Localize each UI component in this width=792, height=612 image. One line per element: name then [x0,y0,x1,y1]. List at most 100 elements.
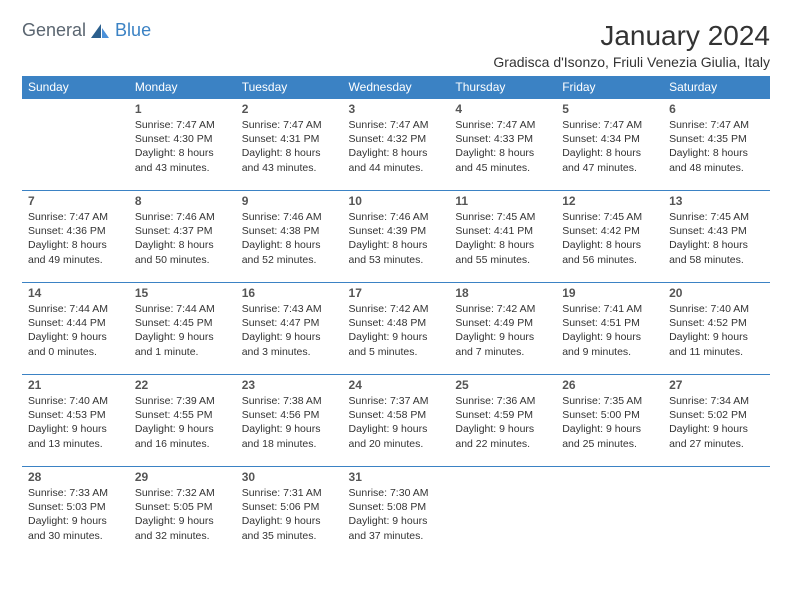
daylight-line: Daylight: 9 hours and 27 minutes. [669,422,764,450]
daylight-line: Daylight: 9 hours and 18 minutes. [242,422,337,450]
daylight-line: Daylight: 9 hours and 3 minutes. [242,330,337,358]
daylight-line: Daylight: 8 hours and 55 minutes. [455,238,550,266]
sunrise-line: Sunrise: 7:47 AM [455,118,550,132]
sunset-line: Sunset: 4:37 PM [135,224,230,238]
empty-cell [556,467,663,559]
cell-content: Sunrise: 7:47 AMSunset: 4:32 PMDaylight:… [349,118,444,175]
calendar-cell: 21 Sunrise: 7:40 AMSunset: 4:53 PMDayligh… [22,375,129,467]
sunrise-line: Sunrise: 7:35 AM [562,394,657,408]
calendar-week: 1Sunrise: 7:47 AMSunset: 4:30 PMDaylight… [22,99,770,191]
date-number: 9 [242,194,337,208]
title-block: January 2024 Gradisca d'Isonzo, Friuli V… [493,20,770,70]
day-header: Monday [129,76,236,99]
cell-content: Sunrise: 7:47 AMSunset: 4:31 PMDaylight:… [242,118,337,175]
location-text: Gradisca d'Isonzo, Friuli Venezia Giulia… [493,54,770,70]
cell-content: Sunrise: 7:40 AMSunset: 4:53 PMDaylight:… [28,394,123,451]
calendar-cell: 13 Sunrise: 7:45 AMSunset: 4:43 PMDayligh… [663,191,770,283]
date-number: 19 [562,286,657,300]
date-number: 11 [455,194,550,208]
cell-content: Sunrise: 7:47 AMSunset: 4:33 PMDaylight:… [455,118,550,175]
day-header: Tuesday [236,76,343,99]
sunrise-line: Sunrise: 7:46 AM [135,210,230,224]
daylight-line: Daylight: 9 hours and 13 minutes. [28,422,123,450]
sunrise-line: Sunrise: 7:46 AM [242,210,337,224]
sunset-line: Sunset: 4:48 PM [349,316,444,330]
cell-content: Sunrise: 7:45 AMSunset: 4:43 PMDaylight:… [669,210,764,267]
sunset-line: Sunset: 4:59 PM [455,408,550,422]
calendar-cell: 8Sunrise: 7:46 AMSunset: 4:37 PMDaylight… [129,191,236,283]
sunset-line: Sunset: 5:06 PM [242,500,337,514]
cell-content: Sunrise: 7:47 AMSunset: 4:34 PMDaylight:… [562,118,657,175]
calendar-cell: 15Sunrise: 7:44 AMSunset: 4:45 PMDayligh… [129,283,236,375]
sunset-line: Sunset: 4:42 PM [562,224,657,238]
month-title: January 2024 [493,20,770,52]
sunset-line: Sunset: 4:30 PM [135,132,230,146]
calendar-cell: 30Sunrise: 7:31 AMSunset: 5:06 PMDayligh… [236,467,343,559]
calendar-cell: 12Sunrise: 7:45 AMSunset: 4:42 PMDayligh… [556,191,663,283]
day-header: Friday [556,76,663,99]
sunrise-line: Sunrise: 7:38 AM [242,394,337,408]
calendar-cell: 7Sunrise: 7:47 AMSunset: 4:36 PMDaylight… [22,191,129,283]
cell-content: Sunrise: 7:46 AMSunset: 4:39 PMDaylight:… [349,210,444,267]
sunset-line: Sunset: 4:36 PM [28,224,123,238]
sunset-line: Sunset: 5:02 PM [669,408,764,422]
sunset-line: Sunset: 4:56 PM [242,408,337,422]
date-number: 10 [349,194,444,208]
daylight-line: Daylight: 8 hours and 47 minutes. [562,146,657,174]
daylight-line: Daylight: 9 hours and 32 minutes. [135,514,230,542]
daylight-line: Daylight: 9 hours and 9 minutes. [562,330,657,358]
date-number: 4 [455,102,550,116]
date-number: 28 [28,470,123,484]
daylight-line: Daylight: 8 hours and 50 minutes. [135,238,230,266]
sunrise-line: Sunrise: 7:40 AM [28,394,123,408]
calendar-cell: 23Sunrise: 7:38 AMSunset: 4:56 PMDayligh… [236,375,343,467]
sunset-line: Sunset: 4:47 PM [242,316,337,330]
sunrise-line: Sunrise: 7:31 AM [242,486,337,500]
sunset-line: Sunset: 4:31 PM [242,132,337,146]
sunset-line: Sunset: 4:33 PM [455,132,550,146]
daylight-line: Daylight: 9 hours and 11 minutes. [669,330,764,358]
date-number: 1 [135,102,230,116]
date-number: 13 [669,194,764,208]
day-header: Thursday [449,76,556,99]
calendar-cell: 17Sunrise: 7:42 AMSunset: 4:48 PMDayligh… [343,283,450,375]
daylight-line: Daylight: 8 hours and 45 minutes. [455,146,550,174]
sunset-line: Sunset: 4:32 PM [349,132,444,146]
logo-text-1: General [22,20,86,41]
daylight-line: Daylight: 8 hours and 58 minutes. [669,238,764,266]
cell-content: Sunrise: 7:46 AMSunset: 4:37 PMDaylight:… [135,210,230,267]
daylight-line: Daylight: 8 hours and 43 minutes. [135,146,230,174]
calendar-cell: 6Sunrise: 7:47 AMSunset: 4:35 PMDaylight… [663,99,770,191]
sunset-line: Sunset: 4:55 PM [135,408,230,422]
calendar-cell: 24Sunrise: 7:37 AMSunset: 4:58 PMDayligh… [343,375,450,467]
calendar-cell: 5Sunrise: 7:47 AMSunset: 4:34 PMDaylight… [556,99,663,191]
day-header-row: SundayMondayTuesdayWednesdayThursdayFrid… [22,76,770,99]
cell-content: Sunrise: 7:47 AMSunset: 4:30 PMDaylight:… [135,118,230,175]
cell-content: Sunrise: 7:43 AMSunset: 4:47 PMDaylight:… [242,302,337,359]
daylight-line: Daylight: 9 hours and 20 minutes. [349,422,444,450]
cell-content: Sunrise: 7:40 AMSunset: 4:52 PMDaylight:… [669,302,764,359]
cell-content: Sunrise: 7:38 AMSunset: 4:56 PMDaylight:… [242,394,337,451]
sunrise-line: Sunrise: 7:47 AM [28,210,123,224]
cell-content: Sunrise: 7:47 AMSunset: 4:36 PMDaylight:… [28,210,123,267]
sunrise-line: Sunrise: 7:43 AM [242,302,337,316]
daylight-line: Daylight: 8 hours and 52 minutes. [242,238,337,266]
daylight-line: Daylight: 8 hours and 49 minutes. [28,238,123,266]
sunrise-line: Sunrise: 7:47 AM [135,118,230,132]
sunrise-line: Sunrise: 7:40 AM [669,302,764,316]
date-number: 21 [28,378,123,392]
cell-content: Sunrise: 7:45 AMSunset: 4:42 PMDaylight:… [562,210,657,267]
daylight-line: Daylight: 9 hours and 1 minute. [135,330,230,358]
calendar-cell: 28Sunrise: 7:33 AMSunset: 5:03 PMDayligh… [22,467,129,559]
daylight-line: Daylight: 9 hours and 35 minutes. [242,514,337,542]
date-number: 31 [349,470,444,484]
sunrise-line: Sunrise: 7:41 AM [562,302,657,316]
calendar-cell: 22Sunrise: 7:39 AMSunset: 4:55 PMDayligh… [129,375,236,467]
daylight-line: Daylight: 8 hours and 43 minutes. [242,146,337,174]
sunrise-line: Sunrise: 7:45 AM [669,210,764,224]
sunset-line: Sunset: 4:44 PM [28,316,123,330]
sunrise-line: Sunrise: 7:36 AM [455,394,550,408]
sunset-line: Sunset: 5:03 PM [28,500,123,514]
daylight-line: Daylight: 8 hours and 53 minutes. [349,238,444,266]
sunrise-line: Sunrise: 7:32 AM [135,486,230,500]
